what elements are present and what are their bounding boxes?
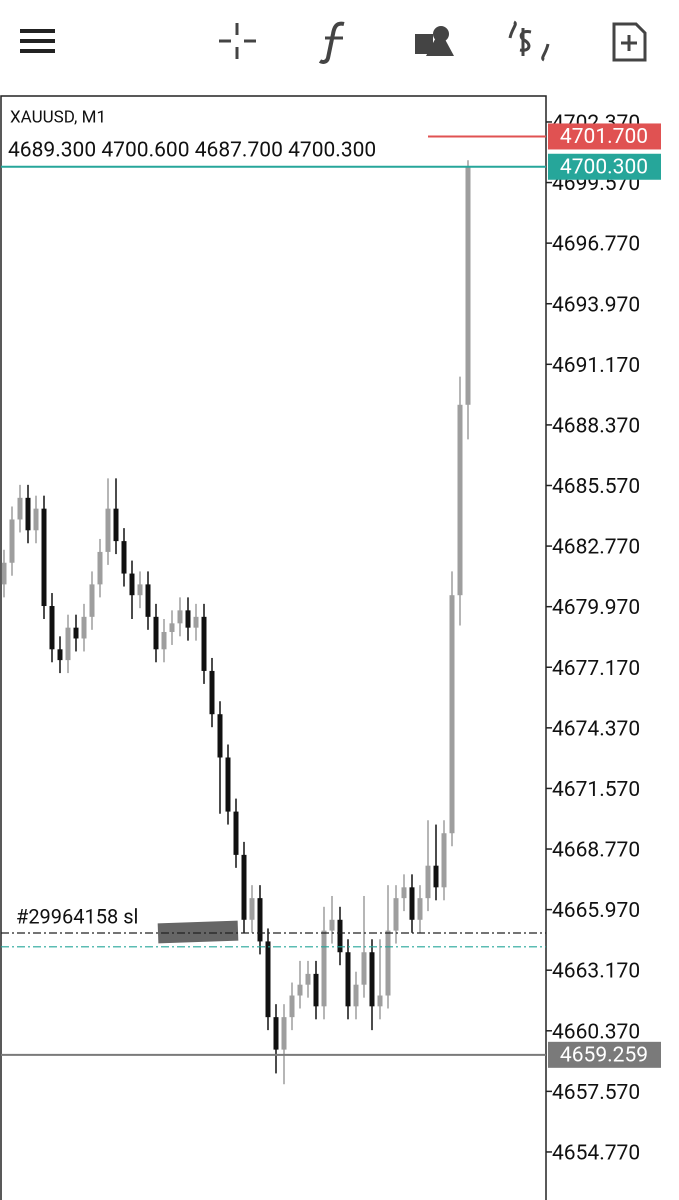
y-tick-label: 4691.170 [552,354,640,378]
candle-body [137,584,143,596]
candle-body [353,984,359,1007]
candle-body [313,973,319,1007]
candle-body [1,562,7,585]
candle-body [113,508,119,542]
redaction [157,920,239,944]
price-tag-label: 4659.259 [560,1043,648,1067]
candle-body [9,519,15,563]
candle-body [425,865,431,899]
candle-body [441,833,447,888]
candle-body [241,854,247,920]
candle-body [257,898,263,942]
y-tick-label: 4665.970 [552,899,640,923]
candle-body [465,166,471,405]
candle-body [321,930,327,1007]
trade-button[interactable] [508,20,550,62]
y-tick-label: 4696.770 [552,233,640,257]
candle-body [177,610,183,624]
y-tick-label: 4668.770 [552,839,640,863]
y-tick-label: 4693.970 [552,293,640,317]
y-tick-label: 4682.770 [552,536,640,560]
candle-body [337,919,343,953]
candle-body [409,887,415,920]
candle-body [65,627,71,661]
y-tick-label: 4663.170 [552,960,640,984]
candle-body [97,551,103,585]
y-tick-label: 4654.770 [552,1142,640,1166]
candle-body [281,1017,287,1050]
candle-body [161,631,167,650]
candle-body [457,404,463,596]
candle-body [81,616,87,639]
ohlc-label: 4689.300 4700.600 4687.700 4700.300 [8,139,376,163]
candle-body [33,508,39,531]
candle-body [73,627,79,639]
y-tick-label: 4657.570 [552,1081,640,1105]
candle-body [121,541,127,574]
candle-body [25,497,31,531]
candle-body [57,649,63,661]
crosshair-button[interactable] [219,23,256,59]
candle-body [225,757,231,812]
candle-body [433,865,439,888]
candle-body [105,508,111,552]
candle-body [305,973,311,985]
candle-body [297,984,303,996]
objects-button[interactable] [415,26,454,56]
y-tick-label: 4677.170 [552,657,640,681]
y-tick-label: 4688.370 [552,414,640,438]
symbol-title: XAUUSD, M1 [10,107,106,127]
candle-body [153,616,159,650]
candle-body [41,508,47,607]
candle-body [385,930,391,996]
y-tick-label: 4679.970 [552,596,640,620]
candle-body [17,497,23,520]
price-tag-label: 4700.300 [560,155,648,179]
candle-body [265,941,271,1018]
price-tag [548,123,661,150]
candle-body [345,952,351,1007]
candle-body [273,1017,279,1050]
price-tag [548,153,661,180]
indicators-button[interactable] [318,21,345,64]
candle-body [329,919,335,931]
candle-body [129,573,135,596]
candle-body [233,811,239,855]
candle-body [393,898,399,931]
candle-body [449,595,455,834]
candle-body [185,610,191,628]
candle-body [169,623,175,632]
candle-body [289,995,295,1018]
price-tag [548,1041,661,1068]
y-tick-label: 4660.370 [552,1020,640,1044]
candle-body [249,898,255,920]
candle-body [401,887,407,899]
menu-button[interactable] [20,29,55,53]
new-order-button[interactable] [612,22,647,62]
candle-body [377,995,383,1007]
candle-body [201,616,207,671]
price-tag-label: 4701.700 [560,125,648,149]
toolbar [20,20,647,64]
candle-body [417,898,423,920]
y-tick-label: 4671.570 [552,778,640,802]
candle-body [49,606,55,650]
candle-body [209,670,215,715]
candle-body [361,952,367,985]
candle-body [193,616,199,628]
candle-body [369,952,375,1007]
candle-body [145,584,151,617]
chart-frame [0,95,547,1200]
candle-body [217,714,223,758]
order-label: #29964158 sl [16,904,138,928]
candle-body [89,584,95,617]
y-tick-label: 4674.370 [552,717,640,741]
y-tick-label: 4685.570 [552,475,640,499]
